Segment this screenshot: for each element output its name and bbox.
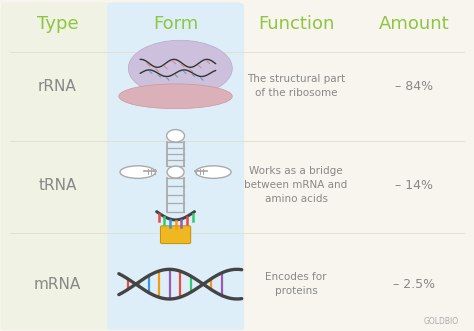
Text: Encodes for
proteins: Encodes for proteins (265, 272, 327, 296)
Ellipse shape (167, 166, 184, 178)
Text: mRNA: mRNA (34, 277, 81, 292)
Text: – 84%: – 84% (395, 80, 433, 93)
FancyBboxPatch shape (160, 226, 191, 244)
Text: tRNA: tRNA (38, 178, 77, 193)
Ellipse shape (120, 166, 155, 178)
Ellipse shape (119, 84, 232, 109)
Text: Type: Type (36, 15, 78, 33)
Text: Function: Function (258, 15, 334, 33)
Text: The structural part
of the ribosome: The structural part of the ribosome (247, 74, 345, 98)
Text: rRNA: rRNA (38, 79, 77, 94)
Text: GOLDBIO: GOLDBIO (424, 317, 459, 326)
Text: Amount: Amount (379, 15, 449, 33)
Text: Form: Form (153, 15, 198, 33)
Text: Works as a bridge
between mRNA and
amino acids: Works as a bridge between mRNA and amino… (245, 166, 348, 204)
Ellipse shape (166, 129, 184, 142)
FancyBboxPatch shape (0, 2, 117, 331)
Ellipse shape (196, 166, 231, 178)
Text: – 14%: – 14% (395, 179, 433, 192)
Ellipse shape (128, 40, 232, 96)
Text: – 2.5%: – 2.5% (393, 278, 435, 291)
FancyBboxPatch shape (107, 2, 244, 331)
